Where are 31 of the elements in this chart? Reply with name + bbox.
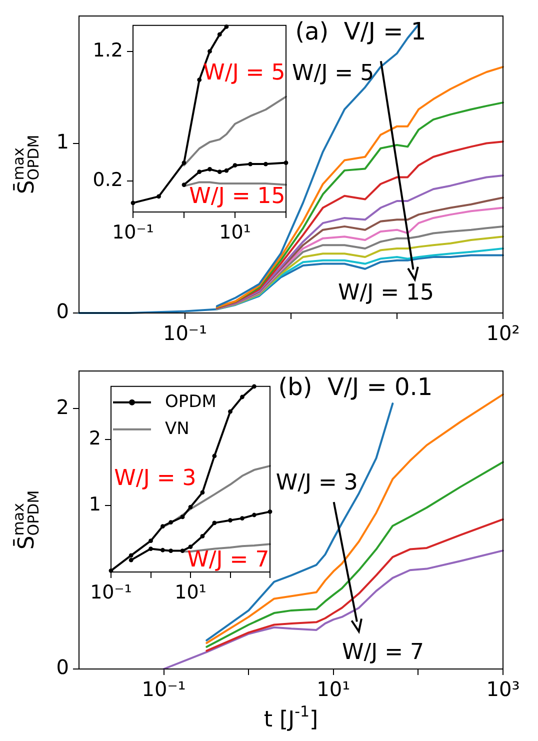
- y-tick-label: 1.2: [92, 39, 123, 62]
- x-tick-label: 10¹: [174, 581, 206, 604]
- annotation: W/J = 7: [187, 548, 270, 573]
- annotation: W/J = 7: [342, 640, 424, 666]
- y-tick-label: 0.2: [92, 168, 123, 191]
- annotation: W/J = 3: [276, 470, 358, 496]
- annotation: W/J = 3: [114, 466, 196, 491]
- annotation: W/J = 5: [203, 60, 286, 86]
- annotation: (a) V/J = 1: [295, 17, 426, 46]
- annotation: W/J = 15: [338, 280, 434, 306]
- y-tick-label: 0: [56, 299, 69, 324]
- y-tick-label: 0: [56, 655, 69, 680]
- annotation: W/J = 15: [189, 184, 286, 209]
- annotation: W/J = 5: [292, 61, 374, 86]
- x-tick-label: 10¹: [219, 221, 251, 244]
- y-axis-title: S̄maxOPDM: [10, 490, 42, 550]
- x-tick-label: 10⁻¹: [142, 677, 186, 702]
- annotation: (b) V/J = 0.1: [278, 373, 433, 402]
- y-axis-title: S̄maxOPDM: [10, 134, 42, 194]
- x-tick-label: 10¹: [316, 677, 350, 702]
- y-tick-label: 1: [88, 494, 101, 516]
- y-tick-label: 1: [56, 129, 69, 154]
- y-tick-label: 2: [88, 427, 101, 450]
- y-tick-label: 2: [56, 394, 69, 419]
- legend-label: VN: [165, 418, 190, 439]
- x-tick-label: 10³: [486, 677, 520, 702]
- x-tick-label: 10²: [486, 321, 520, 346]
- x-tick-label: 10⁻¹: [162, 321, 208, 346]
- x-tick-label: 10⁻¹: [90, 581, 132, 604]
- legend-label: OPDM: [165, 392, 216, 412]
- x-tick-label: 10⁻¹: [112, 221, 154, 244]
